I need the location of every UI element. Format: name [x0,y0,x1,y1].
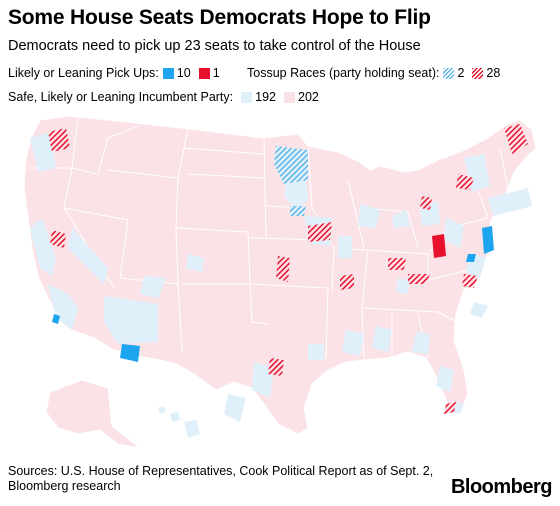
legend-likely-dem-count: 10 [176,66,191,80]
legend-safe-label: Safe, Likely or Leaning Incumbent Party: [8,90,234,104]
legend-swatch-rep-safe [284,91,295,103]
legend-swatch-rep-pickup [198,67,210,79]
legend-safe-dem-count: 192 [255,90,276,104]
hawaii-shape [158,406,200,438]
legend-likely-rep-count: 1 [212,66,220,80]
brand-logo: Bloomberg [450,476,553,498]
legend-safe-row: Safe, Likely or Leaning Incumbent Party:… [8,90,323,104]
legend-swatch-dem-pickup [162,67,174,79]
source-note: Sources: U.S. House of Representatives, … [8,464,434,493]
rep-pickup-districts [432,234,446,258]
page-title: Some House Seats Democrats Hope to Flip [8,6,431,29]
legend-tossup-row: Tossup Races (party holding seat): 2 28 [247,66,504,80]
tossup-rep-districts [48,124,528,414]
legend-swatch-rep-tossup [472,67,484,79]
alaska-shape [45,379,141,449]
tossup-dem-districts [274,146,308,216]
legend-safe-rep-count: 202 [298,90,319,104]
dem-pickup-districts [52,226,494,362]
us-map-svg [23,115,537,449]
legend-swatch-dem-safe [241,91,253,103]
legend-tossup-dem-count: 2 [457,66,465,80]
legend-tossup-label: Tossup Races (party holding seat): [247,66,440,80]
legend-swatch-dem-tossup [443,67,455,79]
legend-tossup-rep-count: 28 [486,66,501,80]
page-subtitle: Democrats need to pick up 23 seats to ta… [8,38,421,54]
state-borders [28,117,529,359]
us-house-map [8,108,552,460]
legend-likely-label: Likely or Leaning Pick Ups: [8,66,159,80]
legend-likely-row: Likely or Leaning Pick Ups: 10 1 [8,66,224,80]
